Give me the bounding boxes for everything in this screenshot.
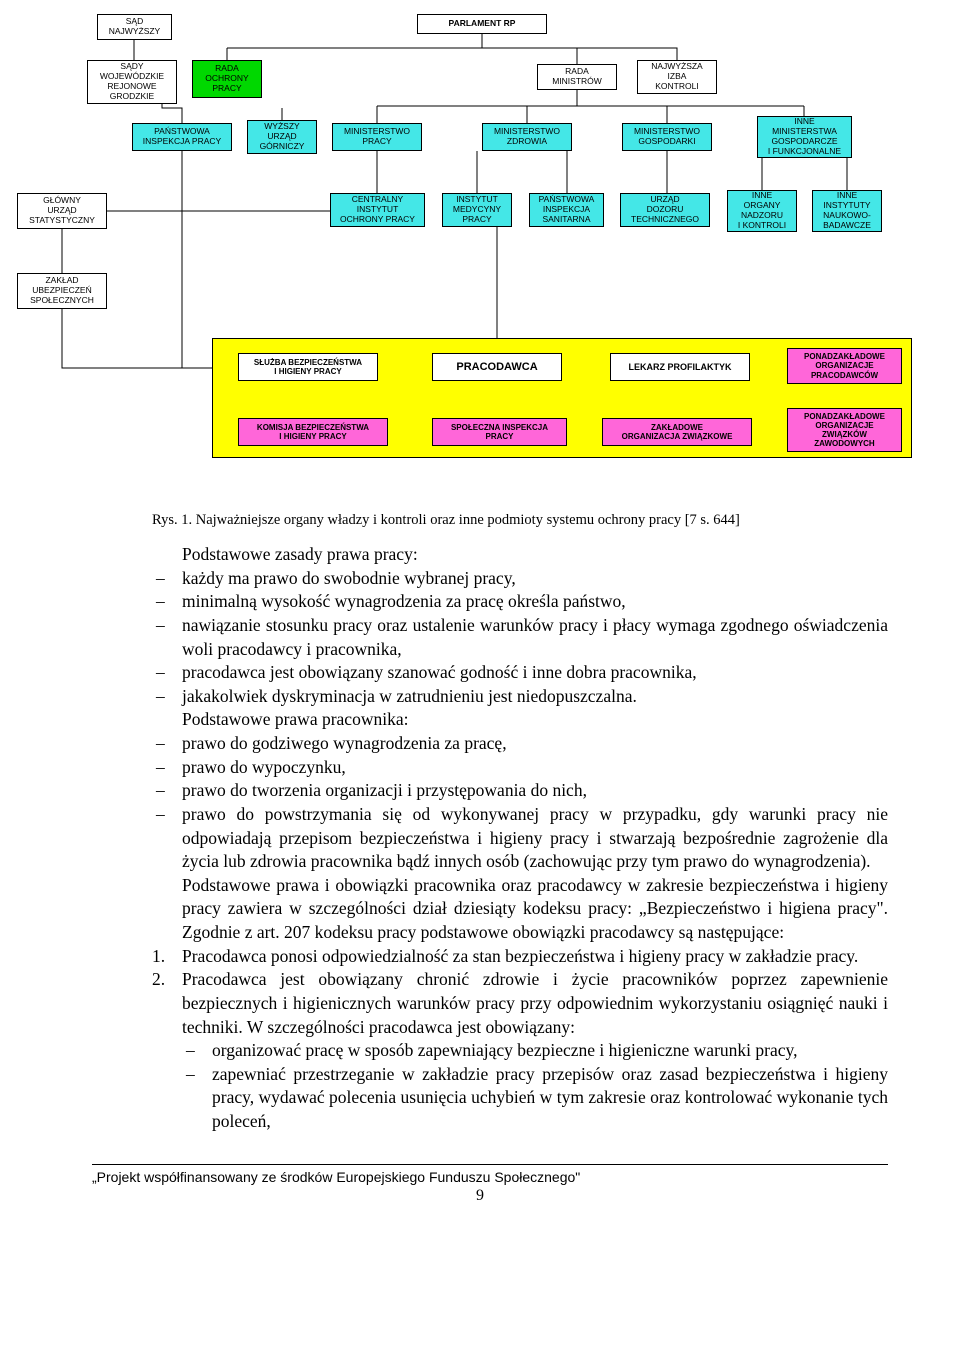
list-item: prawo do godziwego wynagrodzenia za prac… (152, 732, 888, 756)
org-box: LEKARZ PROFILAKTYK (610, 353, 750, 381)
list-item: 1.Pracodawca ponosi odpowiedzialność za … (152, 945, 888, 969)
body-text: Podstawowe zasady prawa pracy: każdy ma … (152, 543, 888, 1134)
list-item: nawiązanie stosunku pracy oraz ustalenie… (152, 614, 888, 661)
list-item: zapewniać przestrzeganie w zakładzie pra… (182, 1063, 888, 1134)
org-chart-diagram: SĄDNAJWYŻSZY PARLAMENT RP SĄDYWOJEWÓDZKIER… (12, 8, 948, 508)
org-box: RADAOCHRONYPRACY (192, 60, 262, 98)
org-box: PRACODAWCA (432, 353, 562, 381)
list-item: organizować pracę w sposób zapewniający … (182, 1039, 888, 1063)
footer-text: „Projekt współfinansowany ze środków Eur… (92, 1164, 888, 1185)
list-item: prawo do powstrzymania się od wykonywane… (152, 803, 888, 874)
intro-line: Podstawowe zasady prawa pracy: (182, 543, 888, 567)
paragraph-2: Podstawowe prawa i obowiązki pracownika … (182, 874, 888, 945)
org-box: URZĄDDOZORUTECHNICZNEGO (620, 193, 710, 227)
page-number: 9 (12, 1187, 948, 1205)
list-item: minimalną wysokość wynagrodzenia za prac… (152, 590, 888, 614)
org-box: MINISTERSTWOGOSPODARKI (622, 123, 712, 151)
org-box: PAŃSTWOWAINSPEKCJA PRACY (132, 123, 232, 151)
org-box: SĄDNAJWYŻSZY (97, 14, 172, 40)
org-box: ZAKŁADOWEORGANIZACJA ZWIĄZKOWE (602, 418, 752, 446)
org-box: SPOŁECZNA INSPEKCJAPRACY (432, 418, 567, 446)
bullet-list-1: każdy ma prawo do swobodnie wybranej pra… (152, 567, 888, 709)
org-box: MINISTERSTWOZDROWIA (482, 123, 572, 151)
list-item: pracodawca jest obowiązany szanować godn… (152, 661, 888, 685)
org-box: INSTYTUTMEDYCYNYPRACY (442, 193, 512, 227)
list-item: prawo do tworzenia organizacji i przystę… (152, 779, 888, 803)
bullet-list-2: prawo do godziwego wynagrodzenia za prac… (152, 732, 888, 874)
org-box: PONADZAKŁADOWEORGANIZACJEZWIĄZKÓWZAWODOW… (787, 408, 902, 452)
inner-list: organizować pracę w sposób zapewniający … (182, 1039, 888, 1134)
org-box: ZAKŁADUBEZPIECZEŃSPOŁECZNYCH (17, 273, 107, 309)
list-number: 1. (152, 945, 165, 969)
list-item: prawo do wypoczynku, (152, 756, 888, 780)
list-item: jakakolwiek dyskryminacja w zatrudnieniu… (152, 685, 888, 709)
org-box: PARLAMENT RP (417, 14, 547, 34)
org-box: SĄDYWOJEWÓDZKIEREJONOWEGRODZKIE (87, 60, 177, 104)
mid-line: Podstawowe prawa pracownika: (182, 708, 888, 732)
org-box: MINISTERSTWOPRACY (332, 123, 422, 151)
org-box: RADAMINISTRÓW (537, 64, 617, 90)
org-box: GŁÓWNYURZĄDSTATYSTYCZNY (17, 193, 107, 229)
figure-caption: Rys. 1. Najważniejsze organy władzy i ko… (152, 512, 948, 529)
list-number: 2. (152, 968, 165, 992)
org-box: SŁUŻBA BEZPIECZEŃSTWAI HIGIENY PRACY (238, 353, 378, 381)
numbered-list: 1.Pracodawca ponosi odpowiedzialność za … (152, 945, 888, 1134)
org-box: INNEORGANYNADZORUI KONTROLI (727, 190, 797, 232)
org-box: KOMISJA BEZPIECZEŃSTWAI HIGIENY PRACY (238, 418, 388, 446)
org-box: PONADZAKŁADOWEORGANIZACJEPRACODAWCÓW (787, 348, 902, 384)
org-box: INNEINSTYTUTYNAUKOWO-BADAWCZE (812, 190, 882, 232)
org-box: WYŻSZYURZĄDGÓRNICZY (247, 120, 317, 154)
org-box: PAŃSTWOWAINSPEKCJASANITARNA (529, 193, 604, 227)
list-item: każdy ma prawo do swobodnie wybranej pra… (152, 567, 888, 591)
list-item: 2.Pracodawca jest obowiązany chronić zdr… (152, 968, 888, 1133)
org-box: NAJWYŻSZAIZBAKONTROLI (637, 60, 717, 94)
org-box: INNEMINISTERSTWAGOSPODARCZEI FUNKCJONALN… (757, 116, 852, 158)
org-box: CENTRALNYINSTYTUTOCHRONY PRACY (330, 193, 425, 227)
